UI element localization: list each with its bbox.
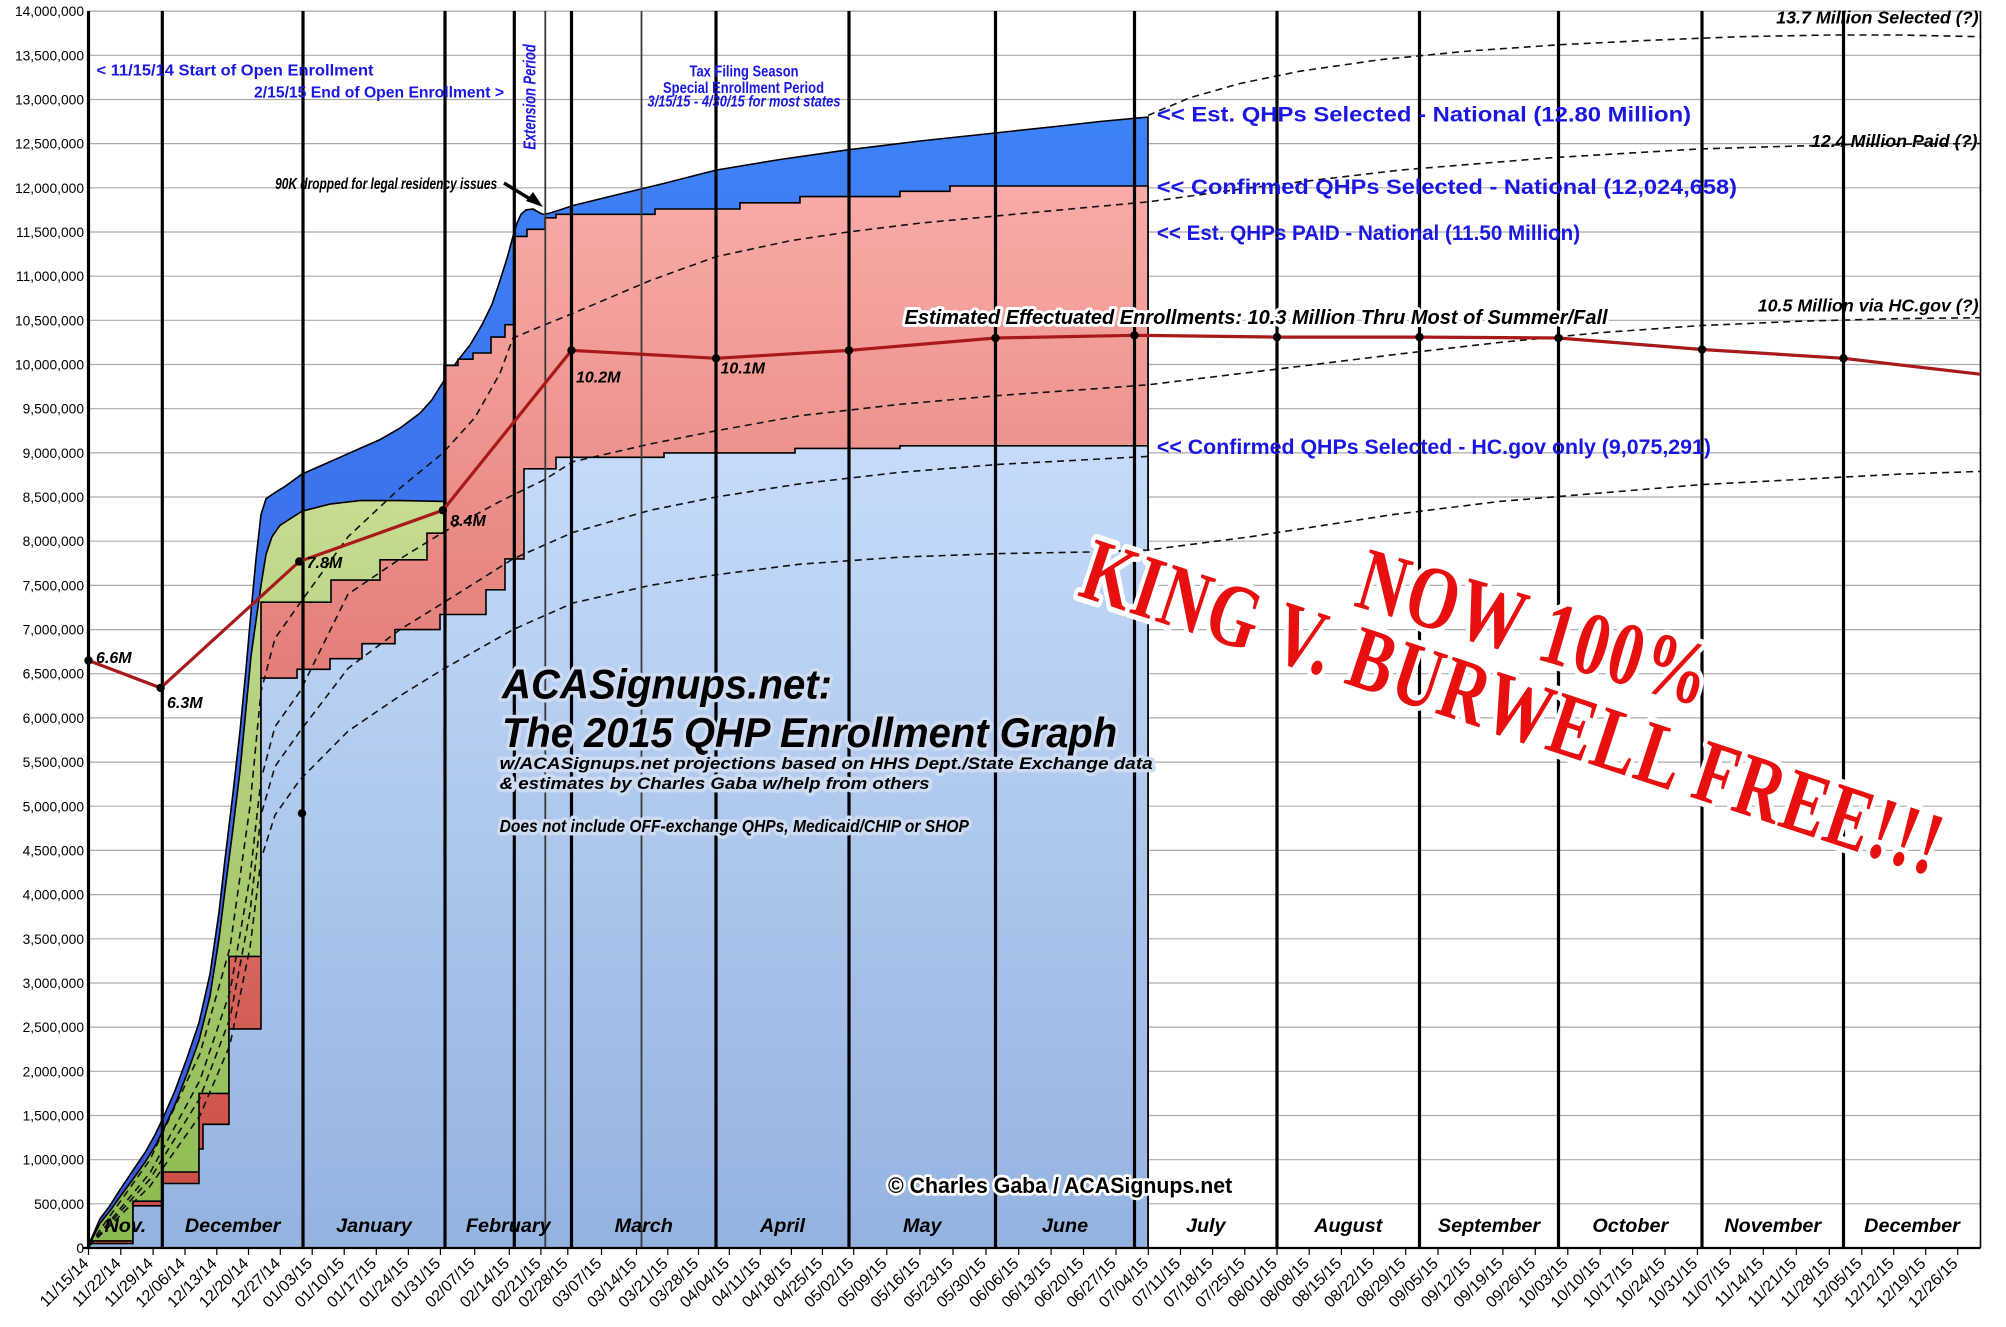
svg-text:Extension Period: Extension Period [521, 44, 540, 150]
svg-text:500,000: 500,000 [34, 1197, 84, 1212]
svg-text:& estimates by Charles Gaba w/: & estimates by Charles Gaba w/help from … [500, 774, 930, 793]
svg-text:8,000,000: 8,000,000 [23, 534, 85, 549]
svg-text:May: May [903, 1215, 942, 1237]
svg-text:w/ACASignups.net projections b: w/ACASignups.net projections based on HH… [500, 754, 1153, 773]
svg-text:Special Enrollment Period: Special Enrollment Period [663, 80, 824, 97]
svg-text:7,500,000: 7,500,000 [23, 578, 85, 593]
svg-text:July: July [1186, 1215, 1227, 1237]
svg-text:Does not include OFF-exchange: Does not include OFF-exchange QHPs, Medi… [500, 816, 970, 836]
svg-text:10.5 Million via HC.gov (?): 10.5 Million via HC.gov (?) [1758, 296, 1979, 316]
svg-text:10,000,000: 10,000,000 [15, 358, 84, 373]
svg-text:12,000,000: 12,000,000 [15, 181, 84, 196]
svg-text:<< Confirmed QHPs Selected - N: << Confirmed QHPs Selected - National (1… [1157, 175, 1737, 199]
svg-text:© Charles Gaba / ACASignups.ne: © Charles Gaba / ACASignups.net [888, 1172, 1233, 1198]
svg-text:10.1M: 10.1M [721, 361, 766, 378]
svg-text:April: April [759, 1215, 806, 1237]
svg-text:10,500,000: 10,500,000 [15, 313, 84, 328]
svg-text:13,500,000: 13,500,000 [15, 48, 84, 63]
svg-text:10.2M: 10.2M [576, 370, 621, 387]
svg-text:6,500,000: 6,500,000 [23, 667, 85, 682]
svg-text:Nov.: Nov. [105, 1215, 147, 1237]
svg-text:October: October [1592, 1215, 1669, 1237]
svg-text:September: September [1438, 1215, 1542, 1237]
svg-text:6.6M: 6.6M [96, 650, 132, 667]
svg-text:90K dropped for legal residenc: 90K dropped for legal residency issues [275, 174, 497, 192]
svg-text:February: February [466, 1215, 552, 1237]
svg-text:<< Confirmed QHPs Selected - H: << Confirmed QHPs Selected - HC.gov only… [1157, 436, 1711, 459]
svg-text:13,000,000: 13,000,000 [15, 92, 84, 107]
svg-text:August: August [1313, 1215, 1384, 1237]
svg-text:Estimated Effectuated Enrollme: Estimated Effectuated Enrollments: 10.3 … [905, 307, 1609, 329]
svg-text:The 2015 QHP Enrollment Graph: The 2015 QHP Enrollment Graph [502, 709, 1117, 756]
svg-text:November: November [1724, 1215, 1822, 1237]
svg-text:5,500,000: 5,500,000 [23, 755, 85, 770]
svg-text:Tax Filing Season: Tax Filing Season [690, 63, 799, 80]
svg-text:w/ACASignups.net projections b: w/ACASignups.net projections based on HH… [500, 754, 1153, 773]
svg-text:9,000,000: 9,000,000 [23, 446, 85, 461]
svg-text:ACASignups.net:: ACASignups.net: [501, 661, 832, 708]
svg-text:5,000,000: 5,000,000 [23, 799, 85, 814]
svg-text:< 11/15/14 Start of Open Enrol: < 11/15/14 Start of Open Enrollment [97, 62, 375, 80]
svg-text:12,500,000: 12,500,000 [15, 137, 84, 152]
svg-text:2,500,000: 2,500,000 [23, 1020, 85, 1035]
svg-text:7,000,000: 7,000,000 [23, 623, 85, 638]
svg-text:ACASignups.net:: ACASignups.net: [501, 661, 832, 708]
svg-text:<< Est. QHPs PAID - National (: << Est. QHPs PAID - National (11.50 Mill… [1157, 222, 1580, 245]
svg-text:Does not include OFF-exchange: Does not include OFF-exchange QHPs, Medi… [500, 816, 970, 836]
svg-text:The 2015 QHP Enrollment Graph: The 2015 QHP Enrollment Graph [502, 709, 1117, 756]
svg-text:11,000,000: 11,000,000 [16, 269, 84, 284]
svg-text:9,500,000: 9,500,000 [23, 402, 85, 417]
svg-text:& estimates by Charles Gaba w/: & estimates by Charles Gaba w/help from … [500, 774, 930, 793]
svg-text:December: December [185, 1215, 282, 1237]
svg-text:8,500,000: 8,500,000 [23, 490, 85, 505]
svg-text:2,000,000: 2,000,000 [23, 1064, 85, 1079]
svg-text:1,500,000: 1,500,000 [23, 1108, 85, 1123]
svg-text:2/15/15 End of Open Enrollment: 2/15/15 End of Open Enrollment > [254, 84, 504, 101]
svg-text:March: March [615, 1215, 673, 1237]
svg-text:4,500,000: 4,500,000 [23, 843, 85, 858]
svg-text:11,500,000: 11,500,000 [16, 225, 84, 240]
svg-text:14,000,000: 14,000,000 [15, 4, 84, 19]
svg-text:4,000,000: 4,000,000 [23, 888, 85, 903]
svg-text:0: 0 [76, 1241, 84, 1256]
svg-text:January: January [336, 1215, 413, 1237]
svg-text:6.3M: 6.3M [167, 695, 203, 712]
svg-text:<< Est. QHPs Selected - Nation: << Est. QHPs Selected - National (12.80 … [1157, 103, 1691, 126]
svg-text:June: June [1042, 1215, 1088, 1237]
svg-text:6,000,000: 6,000,000 [23, 711, 85, 726]
svg-text:3,000,000: 3,000,000 [23, 976, 85, 991]
svg-text:© Charles Gaba / ACASignups.ne: © Charles Gaba / ACASignups.net [888, 1172, 1233, 1198]
svg-text:12.4 Million Paid (?): 12.4 Million Paid (?) [1811, 131, 1978, 151]
svg-text:3,500,000: 3,500,000 [23, 932, 85, 947]
svg-text:8.4M: 8.4M [450, 513, 486, 530]
svg-text:December: December [1864, 1215, 1961, 1237]
svg-text:7.8M: 7.8M [307, 555, 343, 572]
svg-text:13.7 Million Selected (?): 13.7 Million Selected (?) [1776, 8, 1979, 28]
svg-text:Estimated Effectuated Enrollme: Estimated Effectuated Enrollments: 10.3 … [905, 307, 1609, 329]
svg-text:3/15/15 - 4/30/15 for most sta: 3/15/15 - 4/30/15 for most states [648, 94, 841, 111]
svg-text:1,000,000: 1,000,000 [23, 1153, 85, 1168]
